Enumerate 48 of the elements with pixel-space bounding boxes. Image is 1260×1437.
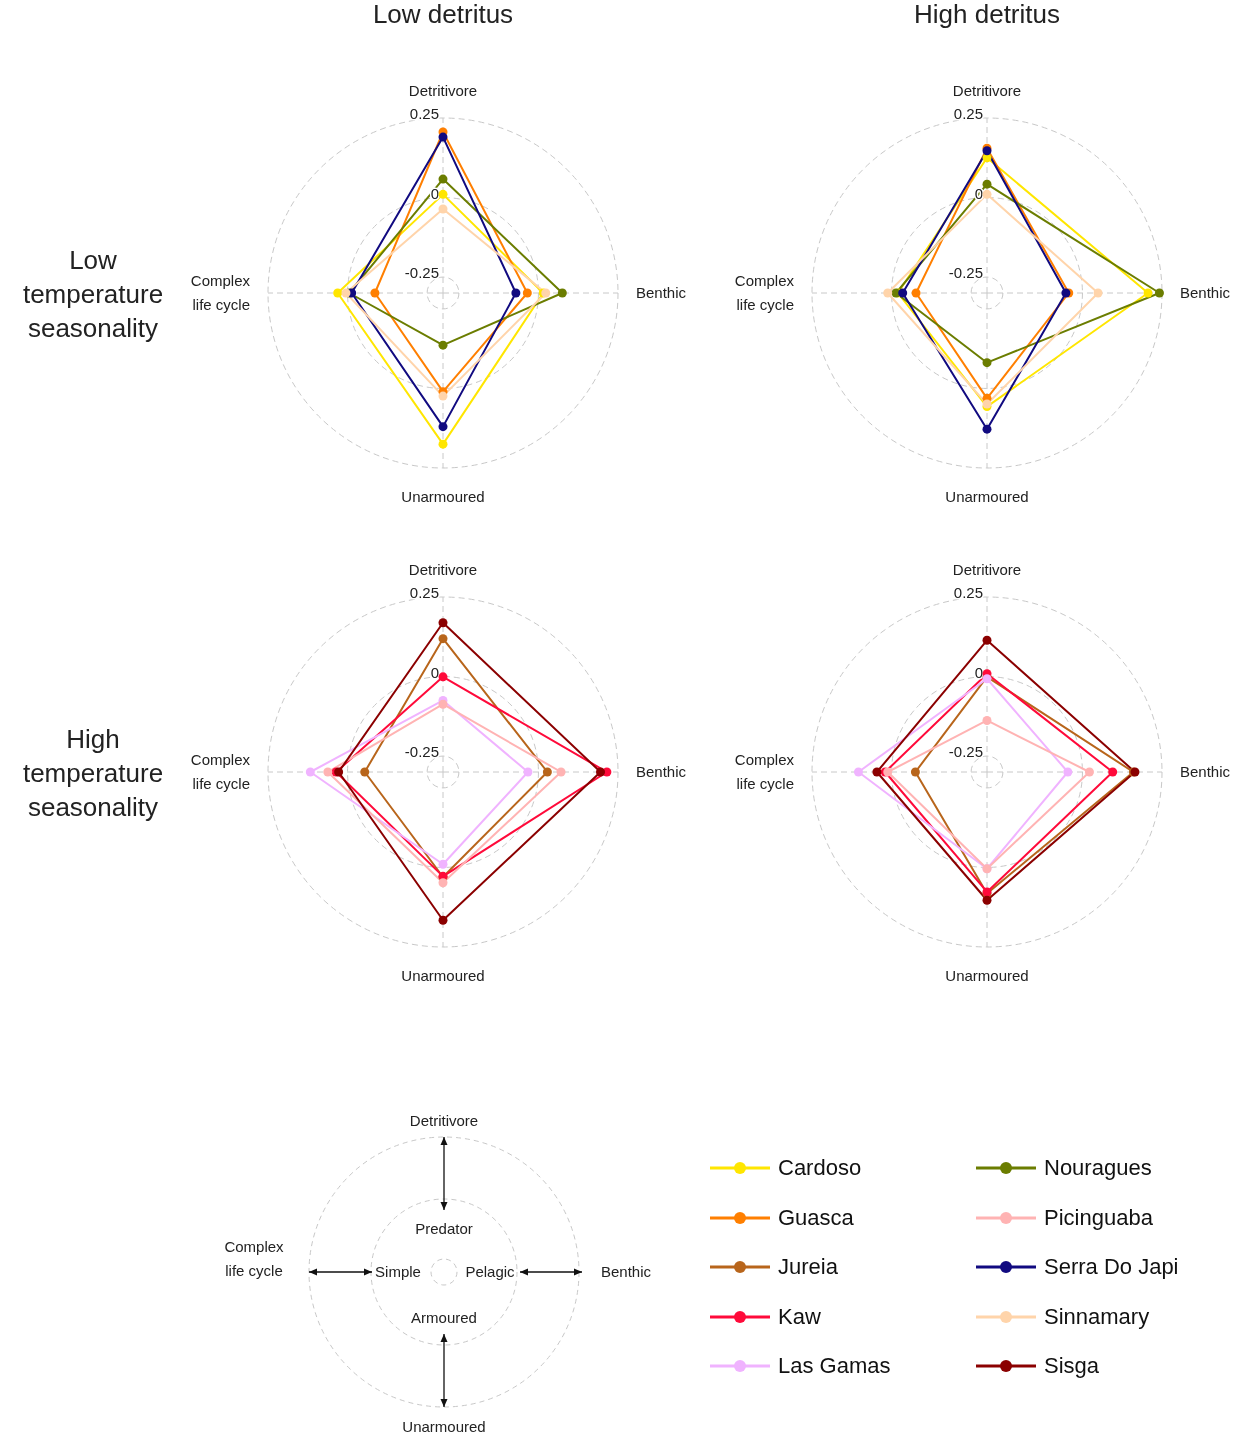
y-tick-label: -0.25: [404, 743, 439, 761]
spoke-label: Benthic: [1180, 763, 1231, 780]
y-tick-label: 0: [974, 663, 983, 681]
spoke-label: Benthic: [636, 284, 687, 301]
text: Unarmoured: [402, 1418, 486, 1435]
legend-label: Picinguaba: [1044, 1204, 1153, 1231]
chart-title: High detritus: [913, 0, 1061, 30]
spoke-label: Benthic: [1180, 284, 1231, 301]
text: Armoured: [411, 1309, 477, 1326]
y-tick-label: 0: [430, 663, 439, 681]
spoke-label: Complex life cycle: [734, 272, 795, 313]
y-tick-label: 0.25: [409, 105, 439, 122]
legend-label: Jureia: [778, 1254, 838, 1280]
y-tick-label: 0.25: [409, 584, 439, 601]
legend-label: Nouragues: [1044, 1155, 1152, 1181]
spoke-label: Detritivore: [952, 82, 1022, 99]
chart-title: Low detritus: [371, 0, 515, 30]
legend-label: Sisga: [1044, 1353, 1100, 1379]
text: Complex life cycle: [224, 1238, 285, 1279]
text: Simple: [375, 1263, 421, 1280]
legend-label: Guasca: [778, 1204, 854, 1231]
spoke-label: Detritivore: [408, 82, 478, 99]
spoke-label: Unarmoured: [945, 967, 1029, 984]
text: Detritivore: [409, 1112, 479, 1129]
y-tick-label: -0.25: [948, 264, 983, 282]
spoke-label: Unarmoured: [401, 488, 485, 505]
text: Pelagic: [465, 1263, 516, 1280]
spoke-label: Complex life cycle: [190, 272, 251, 313]
text: Benthic: [600, 1263, 652, 1280]
legend-label: Serra Do Japi: [1044, 1254, 1179, 1280]
spoke-label: Complex life cycle: [734, 751, 795, 792]
legend-label: Cardoso: [778, 1155, 862, 1181]
y-tick-label: 0.25: [953, 584, 983, 601]
text: High temperature seasonality: [21, 723, 165, 824]
spoke-label: Unarmoured: [401, 967, 485, 984]
y-tick-label: 0.25: [953, 105, 983, 122]
text: Low temperature seasonality: [21, 244, 165, 345]
legend-label: Sinnamary: [1044, 1303, 1150, 1330]
legend-label: Las Gamas: [778, 1353, 891, 1379]
spoke-label: Benthic: [636, 763, 687, 780]
spoke-label: Complex life cycle: [190, 751, 251, 792]
y-tick-label: -0.25: [404, 264, 439, 282]
text: Predator: [415, 1220, 473, 1237]
y-tick-label: -0.25: [948, 743, 983, 761]
spoke-label: Detritivore: [408, 561, 478, 578]
spoke-label: Unarmoured: [945, 488, 1029, 505]
spoke-label: Detritivore: [952, 561, 1022, 578]
legend-label: Kaw: [778, 1303, 821, 1330]
